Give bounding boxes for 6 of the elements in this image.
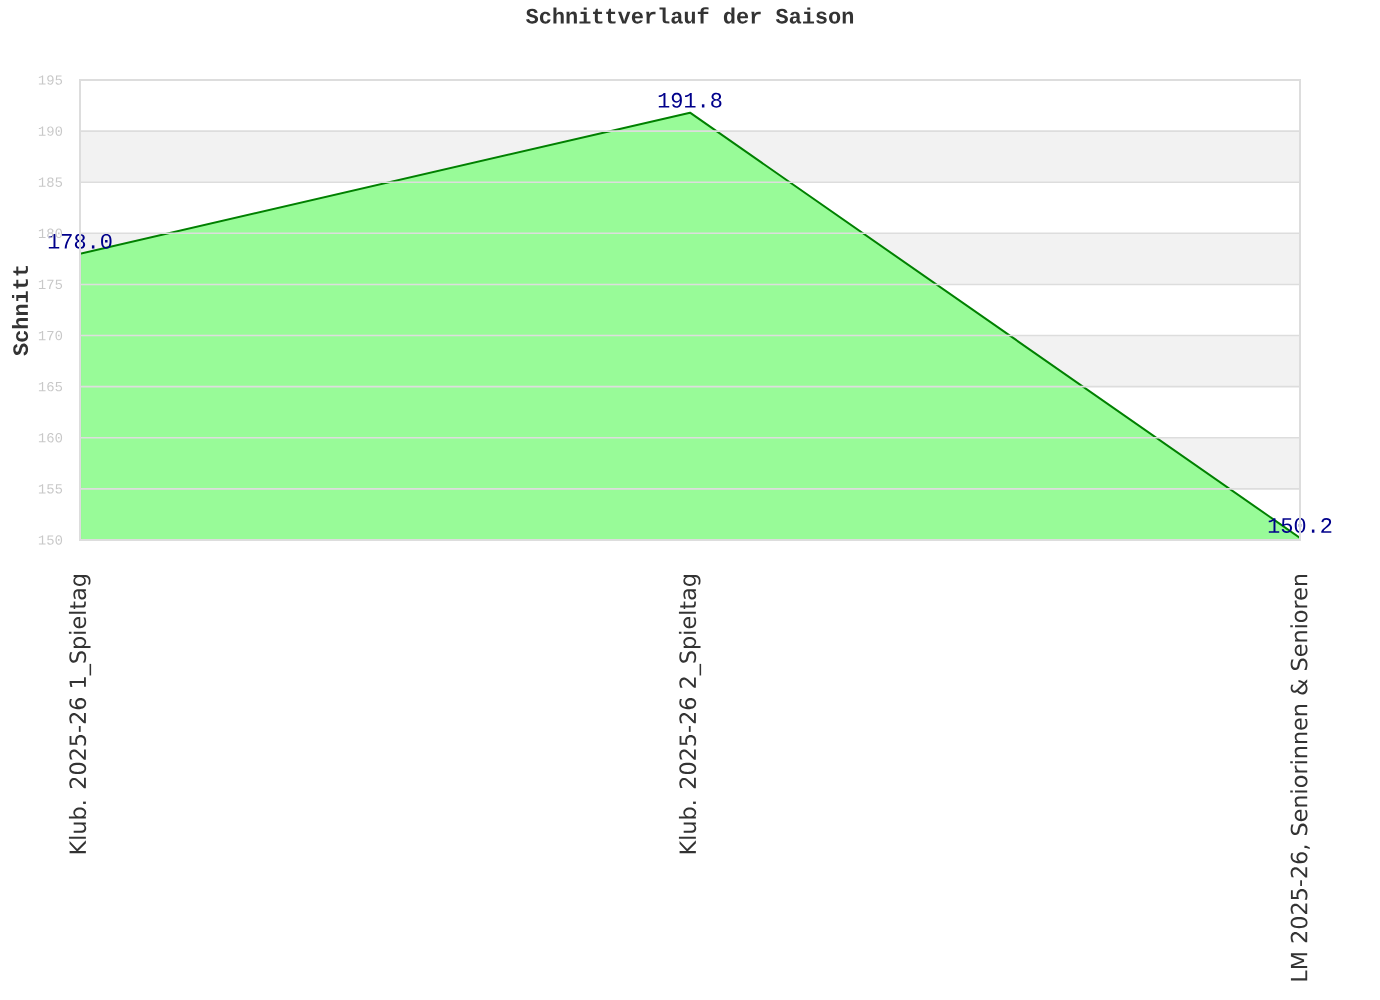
x-tick-label: Klub. 2025-26 2_Spieltag: [678, 575, 702, 854]
x-tick-label: Klub. 2025-26 1_Spieltag: [68, 575, 92, 854]
x-tick-label: LM 2025-26, Seniorinnen & Senioren: [1290, 574, 1310, 981]
chart-title: Schnittverlauf der Saison: [526, 7, 854, 24]
data-label: 191.8: [658, 92, 722, 108]
y-axis-title: Schnitt: [11, 266, 29, 356]
